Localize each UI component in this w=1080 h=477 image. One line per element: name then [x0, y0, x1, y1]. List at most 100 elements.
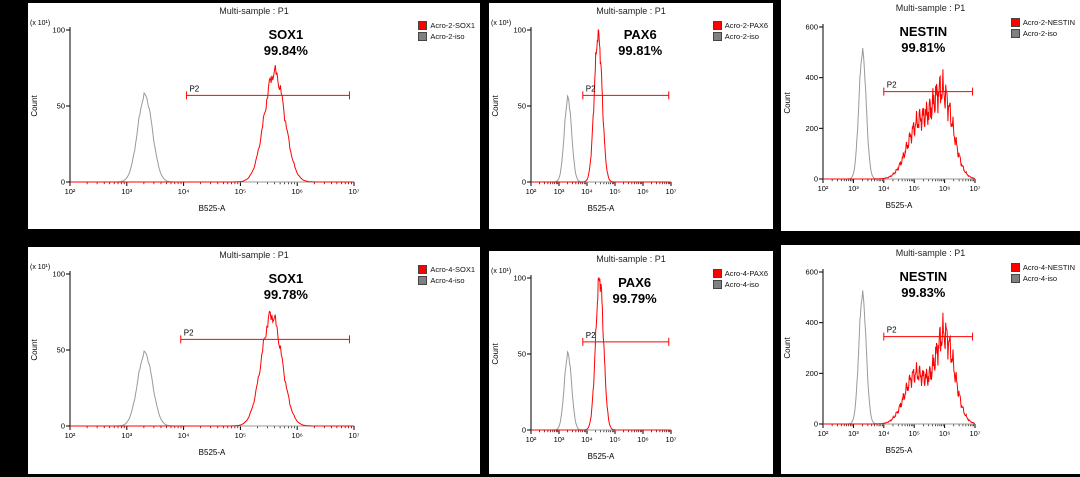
x-tick-label: 10³ [121, 187, 132, 196]
x-axis-label: B525-A [588, 452, 615, 461]
y-axis-label: Count [491, 343, 500, 365]
marker-percent-label: 99.78% [264, 287, 309, 302]
legend-swatch [712, 21, 722, 30]
legend-item: Acro-2-SOX1 [418, 21, 475, 30]
y-axis-label: Count [30, 95, 39, 117]
y-scale-note: (x 10¹) [30, 20, 50, 27]
legend-swatch [1010, 18, 1020, 27]
legend-item: Acro-2-iso [418, 32, 475, 41]
x-tick-label: 10³ [848, 184, 859, 193]
x-tick-label: 10⁶ [939, 429, 950, 438]
histogram-plot: 10² 10³ 10⁴ 10⁵ 10⁶ 10⁷ B525-A 0 200 400 600 Count P… [783, 268, 981, 456]
legend-label: Acro-4-PAX6 [724, 269, 768, 278]
marker-curve [70, 310, 354, 427]
y-tick-label: 600 [805, 268, 818, 277]
x-tick-label: 10³ [554, 187, 565, 196]
histogram-plot: 10² 10³ 10⁴ 10⁵ 10⁶ 10⁷ B525-A 0 50 100 Count (x 10… [491, 20, 677, 213]
x-tick-label: 10⁵ [908, 429, 919, 438]
legend: Acro-4-NESTIN Acro-4-iso [1010, 263, 1075, 283]
gate-label: P2 [189, 84, 199, 93]
x-axis-label: B525-A [588, 204, 615, 213]
gate-label: P2 [184, 328, 194, 337]
y-tick-label: 50 [518, 350, 526, 359]
x-tick-label: 10⁶ [939, 184, 950, 193]
gate-label: P2 [586, 331, 596, 340]
isotype-curve [531, 350, 671, 431]
isotype-curve [531, 94, 671, 183]
legend-item: Acro-2-iso [712, 32, 768, 41]
y-axis-label: Count [783, 337, 792, 359]
x-tick-label: 10³ [848, 429, 859, 438]
marker-percent-label: 99.81% [618, 43, 663, 58]
legend-swatch [418, 21, 428, 30]
legend-swatch [1010, 263, 1020, 272]
x-tick-label: 10³ [121, 431, 132, 440]
legend-label: Acro-2-PAX6 [724, 21, 768, 30]
panel-body: 10² 10³ 10⁴ 10⁵ 10⁶ 10⁷ B525-A 0 200 400 600 Count P… [781, 13, 1080, 213]
legend: Acro-2-NESTIN Acro-2-iso [1010, 18, 1075, 38]
panel-body: 10² 10³ 10⁴ 10⁵ 10⁶ 10⁷ B525-A 0 50 100 Count (x 10… [28, 260, 480, 460]
legend-item: Acro-4-iso [1010, 274, 1075, 283]
marker-curve [823, 312, 975, 425]
flow-histogram-panel: Multi-sample : P1 10² 10³ 10⁴ 10⁵ 10⁶ 10⁷ B525… [28, 3, 480, 229]
x-tick-label: 10⁷ [969, 184, 980, 193]
flow-histogram-panel: Multi-sample : P1 10² 10³ 10⁴ 10⁵ 10⁶ 10⁷ B525… [489, 251, 773, 474]
legend-swatch [712, 280, 722, 289]
y-tick-label: 50 [57, 346, 65, 355]
x-tick-label: 10⁵ [609, 435, 620, 444]
y-tick-label: 200 [805, 369, 818, 378]
legend-swatch [712, 269, 722, 278]
histogram-plot: 10² 10³ 10⁴ 10⁵ 10⁶ 10⁷ B525-A 0 50 100 Count (x 10… [491, 268, 677, 461]
histogram-plot: 10² 10³ 10⁴ 10⁵ 10⁶ 10⁷ B525-A 0 50 100 Count (x 10… [30, 264, 360, 457]
marker-curve [823, 69, 975, 180]
legend-item: Acro-4-iso [418, 276, 475, 285]
marker-curve [531, 277, 671, 431]
legend: Acro-2-SOX1 Acro-2-iso [418, 21, 475, 41]
y-tick-label: 0 [61, 422, 65, 431]
y-tick-label: 0 [814, 175, 818, 184]
panel-title: Multi-sample : P1 [219, 6, 289, 16]
y-tick-label: 0 [814, 420, 818, 429]
legend-swatch [418, 265, 428, 274]
y-axis-label: Count [491, 95, 500, 117]
y-tick-label: 200 [805, 124, 818, 133]
x-axis-label: B525-A [886, 446, 913, 455]
marker-name-label: PAX6 [624, 27, 657, 42]
marker-percent-label: 99.84% [264, 43, 309, 58]
y-scale-note: (x 10¹) [491, 268, 511, 275]
panel-body: 10² 10³ 10⁴ 10⁵ 10⁶ 10⁷ B525-A 0 50 100 Count (x 10… [489, 16, 773, 216]
x-tick-label: 10² [818, 184, 829, 193]
x-tick-label: 10⁷ [348, 431, 359, 440]
y-axis-label: Count [783, 92, 792, 114]
marker-name-label: SOX1 [268, 271, 303, 286]
y-tick-label: 0 [522, 426, 526, 435]
histogram-plot: 10² 10³ 10⁴ 10⁵ 10⁶ 10⁷ B525-A 0 50 100 Count (x 10… [30, 20, 360, 213]
legend-swatch [1010, 29, 1020, 38]
gate-label: P2 [887, 81, 897, 90]
x-axis-label: B525-A [199, 204, 226, 213]
panel-title: Multi-sample : P1 [219, 250, 289, 260]
x-axis-label: B525-A [886, 201, 913, 210]
x-tick-label: 10⁵ [609, 187, 620, 196]
isotype-curve [70, 349, 354, 427]
gate-label: P2 [586, 84, 596, 93]
y-tick-label: 100 [52, 26, 65, 35]
x-tick-label: 10⁴ [581, 435, 593, 444]
x-tick-label: 10⁶ [291, 431, 302, 440]
x-tick-label: 10⁴ [581, 187, 593, 196]
x-axis-label: B525-A [199, 448, 226, 457]
legend: Acro-4-PAX6 Acro-4-iso [712, 269, 768, 289]
legend-label: Acro-4-SOX1 [430, 265, 475, 274]
x-tick-label: 10² [65, 187, 76, 196]
legend-item: Acro-4-PAX6 [712, 269, 768, 278]
marker-name-label: PAX6 [618, 275, 651, 290]
y-axis-label: Count [30, 339, 39, 361]
x-tick-label: 10⁴ [878, 184, 890, 193]
isotype-curve [823, 290, 975, 425]
legend-swatch [712, 32, 722, 41]
legend-item: Acro-4-NESTIN [1010, 263, 1075, 272]
gate-label: P2 [887, 326, 897, 335]
x-tick-label: 10⁵ [235, 187, 246, 196]
panel-title: Multi-sample : P1 [596, 254, 666, 264]
